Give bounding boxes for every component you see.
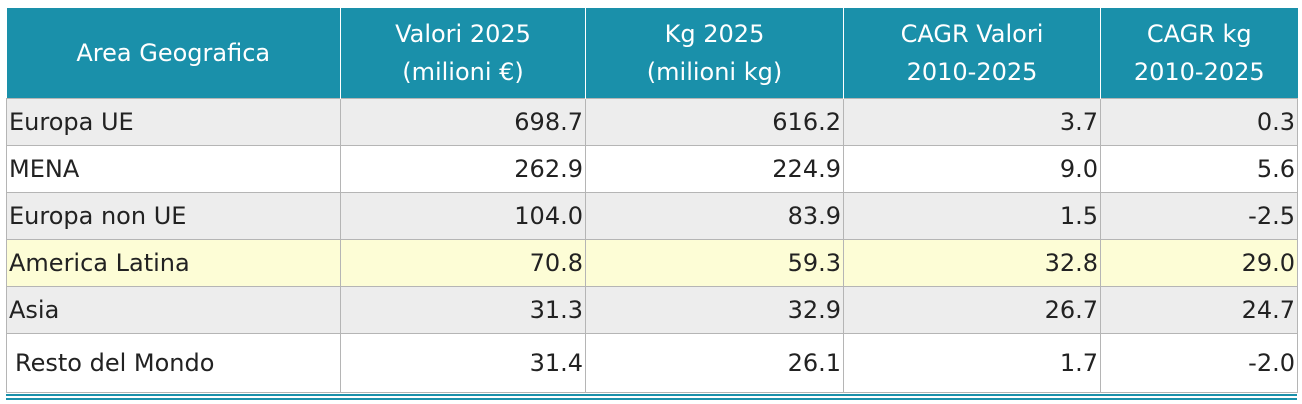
area-cell: Resto del Mondo: [6, 333, 341, 393]
value-cell: 31.3: [340, 286, 586, 334]
header-line: Area Geografica: [76, 39, 271, 67]
header-line: Valori 2025: [395, 20, 531, 48]
table-row: MENA 262.9 224.9 9.0 5.6: [6, 145, 1298, 193]
header-line: Kg 2025: [664, 20, 765, 48]
table-row: Resto del Mondo 31.4 26.1 1.7 -2.0: [6, 333, 1298, 393]
header-line: CAGR Valori: [900, 20, 1044, 48]
value-cell: 59.3: [585, 239, 844, 287]
header-line: CAGR kg: [1146, 20, 1252, 48]
value-cell: 24.7: [1100, 286, 1298, 334]
value-cell: 29.0: [1100, 239, 1298, 287]
header-cell: Area Geografica: [6, 8, 341, 99]
area-cell: MENA: [6, 145, 341, 193]
value-cell: 3.7: [843, 98, 1101, 146]
header-cell: CAGR Valori 2010-2025: [843, 8, 1101, 99]
bottom-rule: [6, 394, 1297, 400]
value-cell: 0.3: [1100, 98, 1298, 146]
value-cell: 224.9: [585, 145, 844, 193]
area-cell: America Latina: [6, 239, 341, 287]
value-cell: 262.9: [340, 145, 586, 193]
value-cell: 26.1: [585, 333, 844, 393]
header-line: 2010-2025: [906, 58, 1038, 86]
header-line: (milioni kg): [646, 58, 783, 86]
value-cell: 32.8: [843, 239, 1101, 287]
value-cell: 1.7: [843, 333, 1101, 393]
header-cell: CAGR kg 2010-2025: [1100, 8, 1298, 99]
value-cell: 1.5: [843, 192, 1101, 240]
value-cell: 83.9: [585, 192, 844, 240]
value-cell: 26.7: [843, 286, 1101, 334]
value-cell: 31.4: [340, 333, 586, 393]
value-cell: 70.8: [340, 239, 586, 287]
value-cell: 32.9: [585, 286, 844, 334]
table-row: America Latina 70.8 59.3 32.8 29.0: [6, 239, 1298, 287]
area-cell: Europa UE: [6, 98, 341, 146]
value-cell: 698.7: [340, 98, 586, 146]
header-row: Area Geografica Valori 2025 (milioni €) Kg …: [6, 8, 1298, 99]
header-cell: Kg 2025 (milioni kg): [585, 8, 844, 99]
table-row: Europa non UE 104.0 83.9 1.5 -2.5: [6, 192, 1298, 240]
header-line: (milioni €): [402, 58, 524, 86]
header-line: 2010-2025: [1133, 58, 1265, 86]
area-cell: Asia: [6, 286, 341, 334]
table-row: Europa UE 698.7 616.2 3.7 0.3: [6, 98, 1298, 146]
value-cell: 5.6: [1100, 145, 1298, 193]
value-cell: 616.2: [585, 98, 844, 146]
header-cell: Valori 2025 (milioni €): [340, 8, 586, 99]
value-cell: -2.5: [1100, 192, 1298, 240]
value-cell: 104.0: [340, 192, 586, 240]
value-cell: -2.0: [1100, 333, 1298, 393]
area-cell: Europa non UE: [6, 192, 341, 240]
data-table: Area Geografica Valori 2025 (milioni €) Kg …: [6, 8, 1298, 393]
table-row: Asia 31.3 32.9 26.7 24.7: [6, 286, 1298, 334]
value-cell: 9.0: [843, 145, 1101, 193]
table-container: Area Geografica Valori 2025 (milioni €) Kg …: [6, 8, 1298, 400]
